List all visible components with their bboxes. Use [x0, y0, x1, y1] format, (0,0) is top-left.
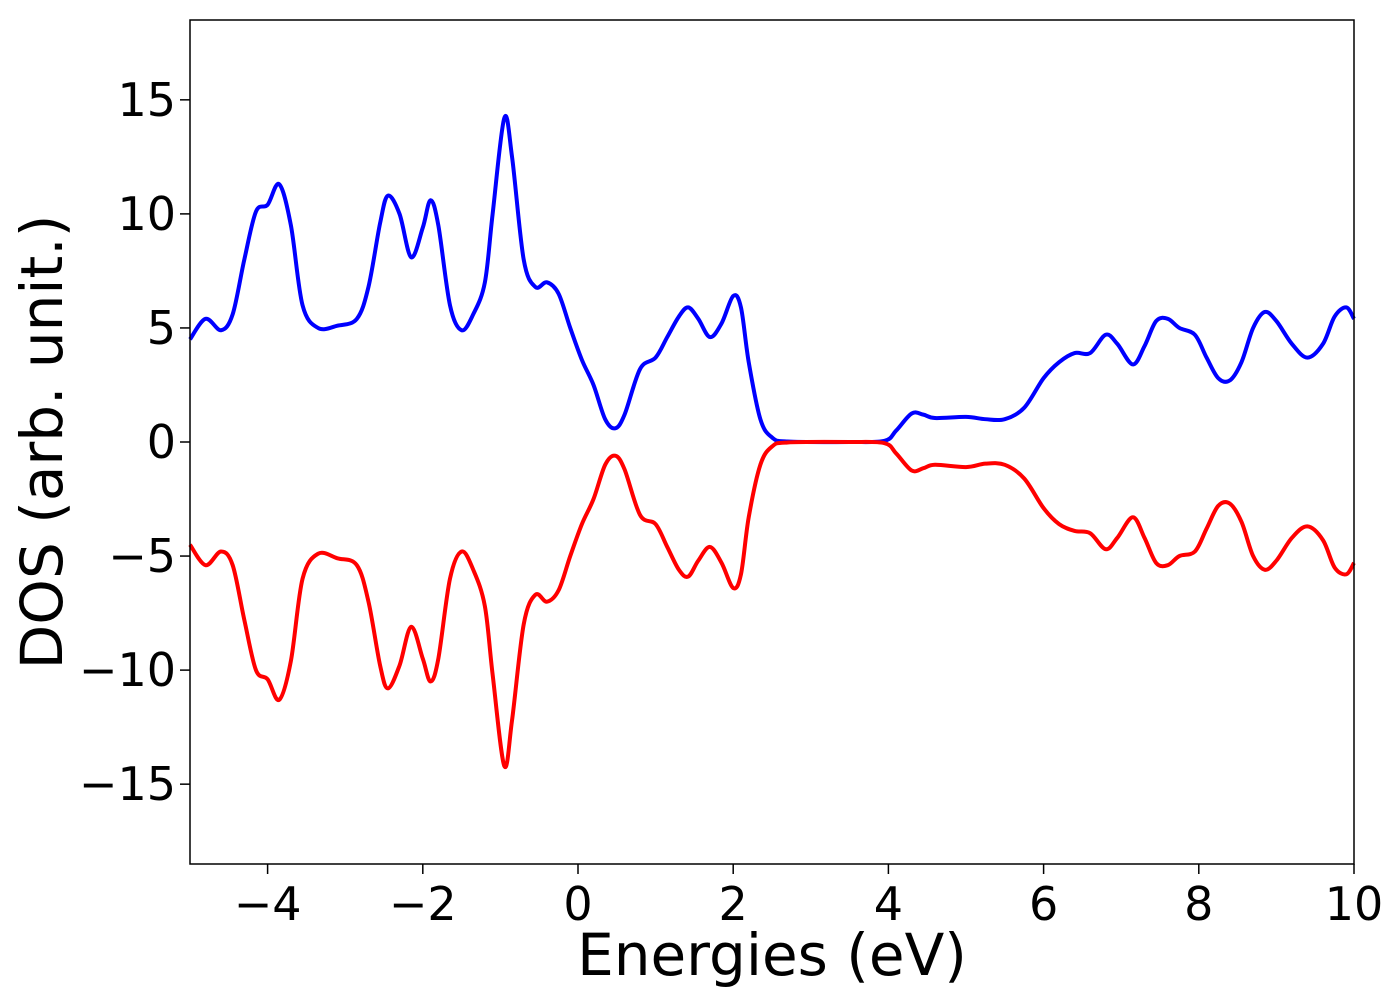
y-tick-label: −15: [79, 757, 176, 811]
plot-frame: [189, 19, 1355, 865]
y-axis-ticks: −15 −10 −5 0 5 10 15: [79, 73, 190, 811]
x-tick-label: 0: [563, 877, 592, 931]
y-tick-label: 10: [117, 187, 176, 241]
y-tick-label: −10: [79, 643, 176, 697]
series-layer: [188, 114, 1356, 770]
y-axis-title: DOS (arb. unit.): [8, 215, 76, 670]
y-tick-label: 5: [147, 301, 176, 355]
plot-background: [190, 20, 1354, 864]
x-tick-label: 4: [874, 877, 903, 931]
y-tick-label: −5: [108, 529, 176, 583]
series-line-red: [188, 439, 1356, 770]
x-tick-label: 6: [1029, 877, 1058, 931]
x-axis-title: Energies (eV): [577, 921, 967, 989]
x-tick-label: −2: [389, 877, 457, 931]
x-axis-ticks: −4 −2 0 2 4 6 8 10: [234, 864, 1384, 931]
y-tick-label: 15: [117, 73, 176, 127]
series-line-blue: [188, 114, 1356, 445]
x-tick-label: −4: [234, 877, 302, 931]
x-tick-label: 10: [1325, 877, 1384, 931]
y-tick-label: 0: [147, 415, 176, 469]
x-tick-label: 8: [1184, 877, 1213, 931]
x-tick-label: 2: [719, 877, 748, 931]
